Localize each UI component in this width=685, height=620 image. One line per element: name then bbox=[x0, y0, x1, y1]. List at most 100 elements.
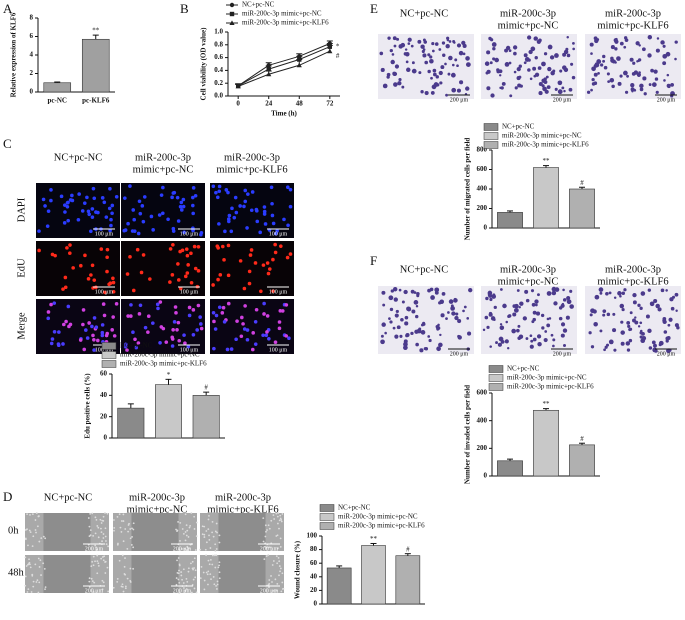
cell bbox=[394, 313, 399, 318]
cell bbox=[629, 311, 633, 315]
cell bbox=[151, 321, 155, 325]
cell bbox=[572, 41, 575, 45]
y-tick-label: 60 bbox=[310, 559, 318, 567]
panel-letter: F bbox=[370, 253, 377, 268]
cell bbox=[68, 198, 73, 202]
annotation: # bbox=[406, 545, 410, 553]
cell bbox=[130, 229, 135, 233]
cell bbox=[118, 513, 121, 516]
cell bbox=[176, 262, 180, 266]
cell bbox=[400, 318, 404, 322]
cell bbox=[462, 43, 467, 48]
cell bbox=[186, 529, 189, 532]
cell bbox=[110, 328, 114, 332]
cell bbox=[91, 186, 96, 191]
cell bbox=[498, 74, 502, 77]
cell bbox=[670, 91, 674, 96]
cell bbox=[656, 37, 660, 40]
cell bbox=[31, 513, 34, 516]
cell bbox=[264, 333, 269, 338]
cell bbox=[392, 36, 397, 41]
cell bbox=[185, 549, 188, 552]
cell bbox=[382, 83, 388, 89]
cell bbox=[488, 293, 493, 298]
cell bbox=[217, 222, 221, 226]
cell bbox=[265, 546, 268, 549]
cell bbox=[590, 88, 593, 92]
row-label: EdU bbox=[16, 258, 27, 278]
cell bbox=[546, 323, 551, 328]
cell bbox=[105, 543, 108, 546]
marker bbox=[266, 66, 271, 72]
y-tick-label: 8 bbox=[30, 14, 34, 22]
legend-label: miR-200c-3p mimic+pc-KLF6 bbox=[338, 522, 425, 530]
cell bbox=[614, 47, 618, 51]
cell bbox=[211, 554, 214, 557]
cell bbox=[81, 322, 85, 327]
cell bbox=[493, 305, 497, 309]
cell bbox=[91, 512, 94, 515]
cell bbox=[182, 230, 186, 235]
cell bbox=[648, 346, 653, 350]
cell bbox=[174, 311, 178, 315]
cell bbox=[201, 525, 204, 528]
cell bbox=[399, 334, 403, 338]
cell bbox=[261, 333, 265, 338]
cell bbox=[613, 296, 617, 299]
cell bbox=[193, 193, 198, 198]
cell bbox=[647, 35, 653, 40]
cell bbox=[663, 330, 668, 334]
cell bbox=[446, 36, 450, 40]
cell bbox=[639, 321, 643, 325]
cell bbox=[504, 339, 509, 344]
cell bbox=[281, 572, 284, 575]
cell bbox=[89, 273, 93, 277]
cell bbox=[524, 57, 530, 62]
cell bbox=[536, 334, 542, 339]
cell bbox=[32, 535, 35, 538]
cell bbox=[116, 516, 119, 518]
cell bbox=[662, 44, 666, 48]
cell bbox=[635, 41, 640, 46]
cell bbox=[113, 519, 115, 521]
cell bbox=[158, 340, 162, 345]
cell bbox=[46, 209, 51, 213]
cell bbox=[96, 525, 99, 527]
scale-label: 100 μm bbox=[95, 289, 114, 295]
cell bbox=[501, 81, 506, 86]
cell bbox=[43, 204, 47, 208]
cell bbox=[396, 37, 400, 41]
cell bbox=[26, 591, 29, 593]
cell bbox=[205, 554, 207, 557]
cell bbox=[504, 62, 510, 67]
cell bbox=[278, 527, 280, 530]
cell bbox=[195, 328, 199, 332]
cell bbox=[280, 518, 283, 521]
cell bbox=[413, 300, 419, 305]
cell bbox=[454, 315, 459, 321]
cell bbox=[193, 567, 195, 569]
cell bbox=[258, 230, 262, 235]
cell bbox=[37, 515, 40, 517]
cell bbox=[118, 559, 121, 562]
cell bbox=[52, 301, 57, 305]
cell bbox=[429, 58, 434, 64]
cell bbox=[620, 320, 624, 324]
cell bbox=[243, 199, 248, 204]
cell bbox=[66, 304, 71, 309]
cell bbox=[120, 585, 123, 588]
cell bbox=[524, 289, 529, 294]
cell bbox=[486, 50, 491, 55]
cell bbox=[623, 45, 627, 49]
cell bbox=[387, 36, 391, 40]
row-label: 48h bbox=[8, 567, 25, 578]
cell bbox=[183, 274, 188, 279]
cell bbox=[647, 328, 652, 334]
cell bbox=[184, 513, 187, 516]
cell bbox=[512, 312, 517, 317]
cell bbox=[268, 583, 271, 585]
cell bbox=[203, 579, 206, 582]
column-header: mimic+pc-KLF6 bbox=[216, 164, 287, 175]
column-header: mimic+pc-KLF6 bbox=[597, 276, 668, 287]
annotation: ** bbox=[543, 400, 551, 408]
